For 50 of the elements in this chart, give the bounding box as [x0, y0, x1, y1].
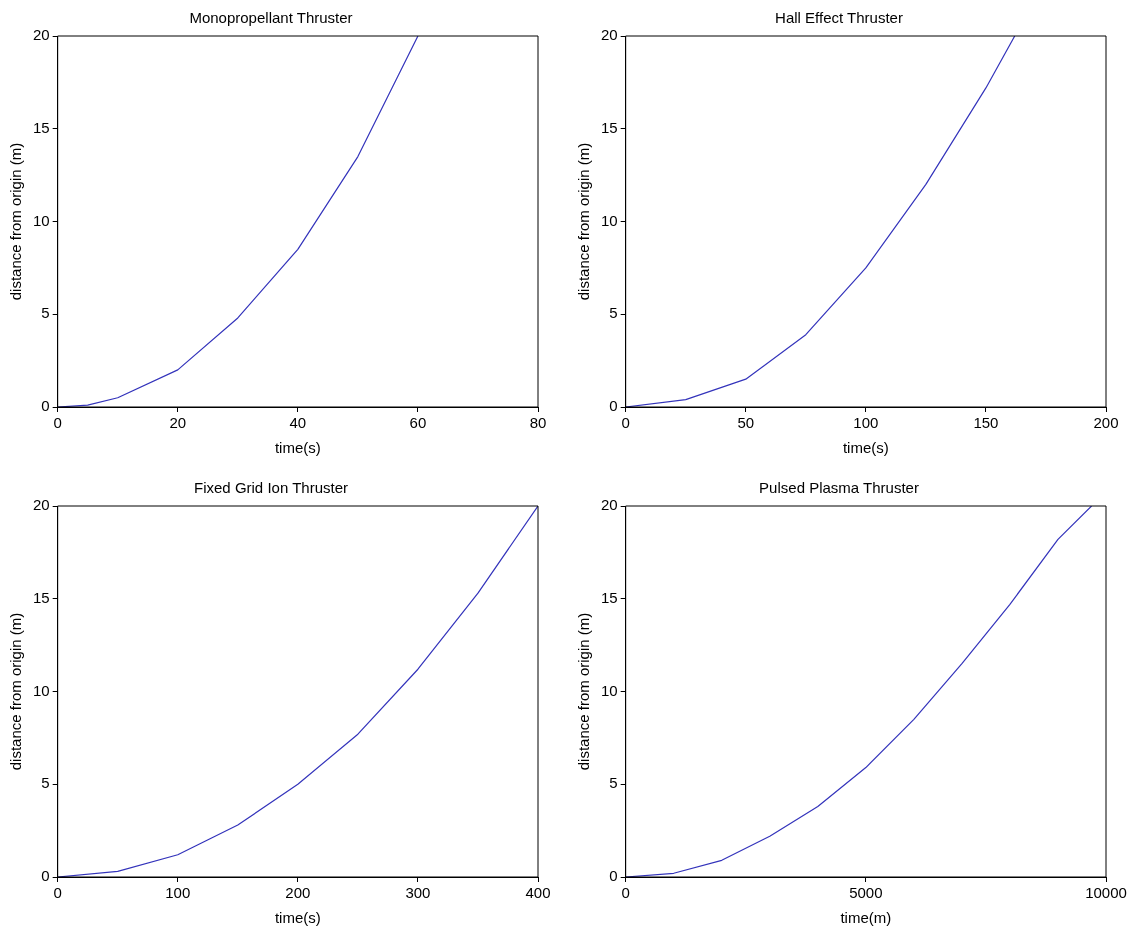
- x-tick-label: 60: [409, 414, 427, 432]
- y-axis-title: distance from origin (m): [7, 142, 25, 301]
- x-tick-label: 80: [529, 414, 547, 432]
- chart-title: Hall Effect Thruster: [775, 9, 903, 27]
- x-axis-title: time(m): [840, 909, 892, 927]
- y-axis-title: distance from origin (m): [7, 612, 25, 771]
- y-tick-label: 0: [41, 867, 50, 885]
- x-tick-label: 0: [53, 884, 62, 902]
- x-tick-label: 40: [289, 414, 307, 432]
- y-tick-label: 5: [609, 774, 618, 792]
- x-tick-label: 100: [853, 414, 879, 432]
- y-tick-label: 20: [33, 496, 50, 514]
- x-tick-label: 200: [285, 884, 311, 902]
- x-axis-title: time(s): [274, 909, 321, 927]
- y-tick-label: 0: [609, 867, 618, 885]
- y-tick-label: 10: [601, 681, 618, 699]
- x-tick-label: 400: [525, 884, 551, 902]
- x-tick-label: 20: [169, 414, 187, 432]
- y-tick-label: 15: [33, 118, 50, 136]
- x-axis-title: time(s): [274, 439, 321, 457]
- y-axis-title: distance from origin (m): [575, 612, 593, 771]
- x-tick-label: 50: [737, 414, 755, 432]
- x-tick-label: 200: [1093, 414, 1119, 432]
- x-axis-title: time(s): [842, 439, 889, 457]
- y-tick-label: 10: [601, 211, 618, 229]
- y-tick-label: 0: [41, 397, 50, 415]
- chart-title: Monopropellant Thruster: [189, 9, 353, 27]
- y-tick-label: 15: [601, 588, 618, 606]
- x-tick-label: 150: [973, 414, 999, 432]
- y-tick-label: 20: [601, 26, 618, 44]
- x-tick-label: 0: [621, 414, 630, 432]
- y-tick-label: 15: [33, 588, 50, 606]
- y-tick-label: 5: [41, 304, 50, 322]
- x-tick-label: 100: [165, 884, 191, 902]
- x-tick-label: 0: [621, 884, 630, 902]
- x-tick-label: 5000: [849, 884, 883, 902]
- x-tick-label: 300: [405, 884, 431, 902]
- chart-title: Pulsed Plasma Thruster: [759, 479, 919, 497]
- y-tick-label: 0: [609, 397, 618, 415]
- y-axis-title: distance from origin (m): [575, 142, 593, 301]
- y-tick-label: 10: [33, 211, 50, 229]
- y-tick-label: 5: [609, 304, 618, 322]
- x-tick-label: 0: [53, 414, 62, 432]
- y-tick-label: 5: [41, 774, 50, 792]
- chart-title: Fixed Grid Ion Thruster: [194, 479, 348, 497]
- y-tick-label: 20: [33, 26, 50, 44]
- y-tick-label: 20: [601, 496, 618, 514]
- x-tick-label: 10000: [1085, 884, 1127, 902]
- y-tick-label: 15: [601, 118, 618, 136]
- y-tick-label: 10: [33, 681, 50, 699]
